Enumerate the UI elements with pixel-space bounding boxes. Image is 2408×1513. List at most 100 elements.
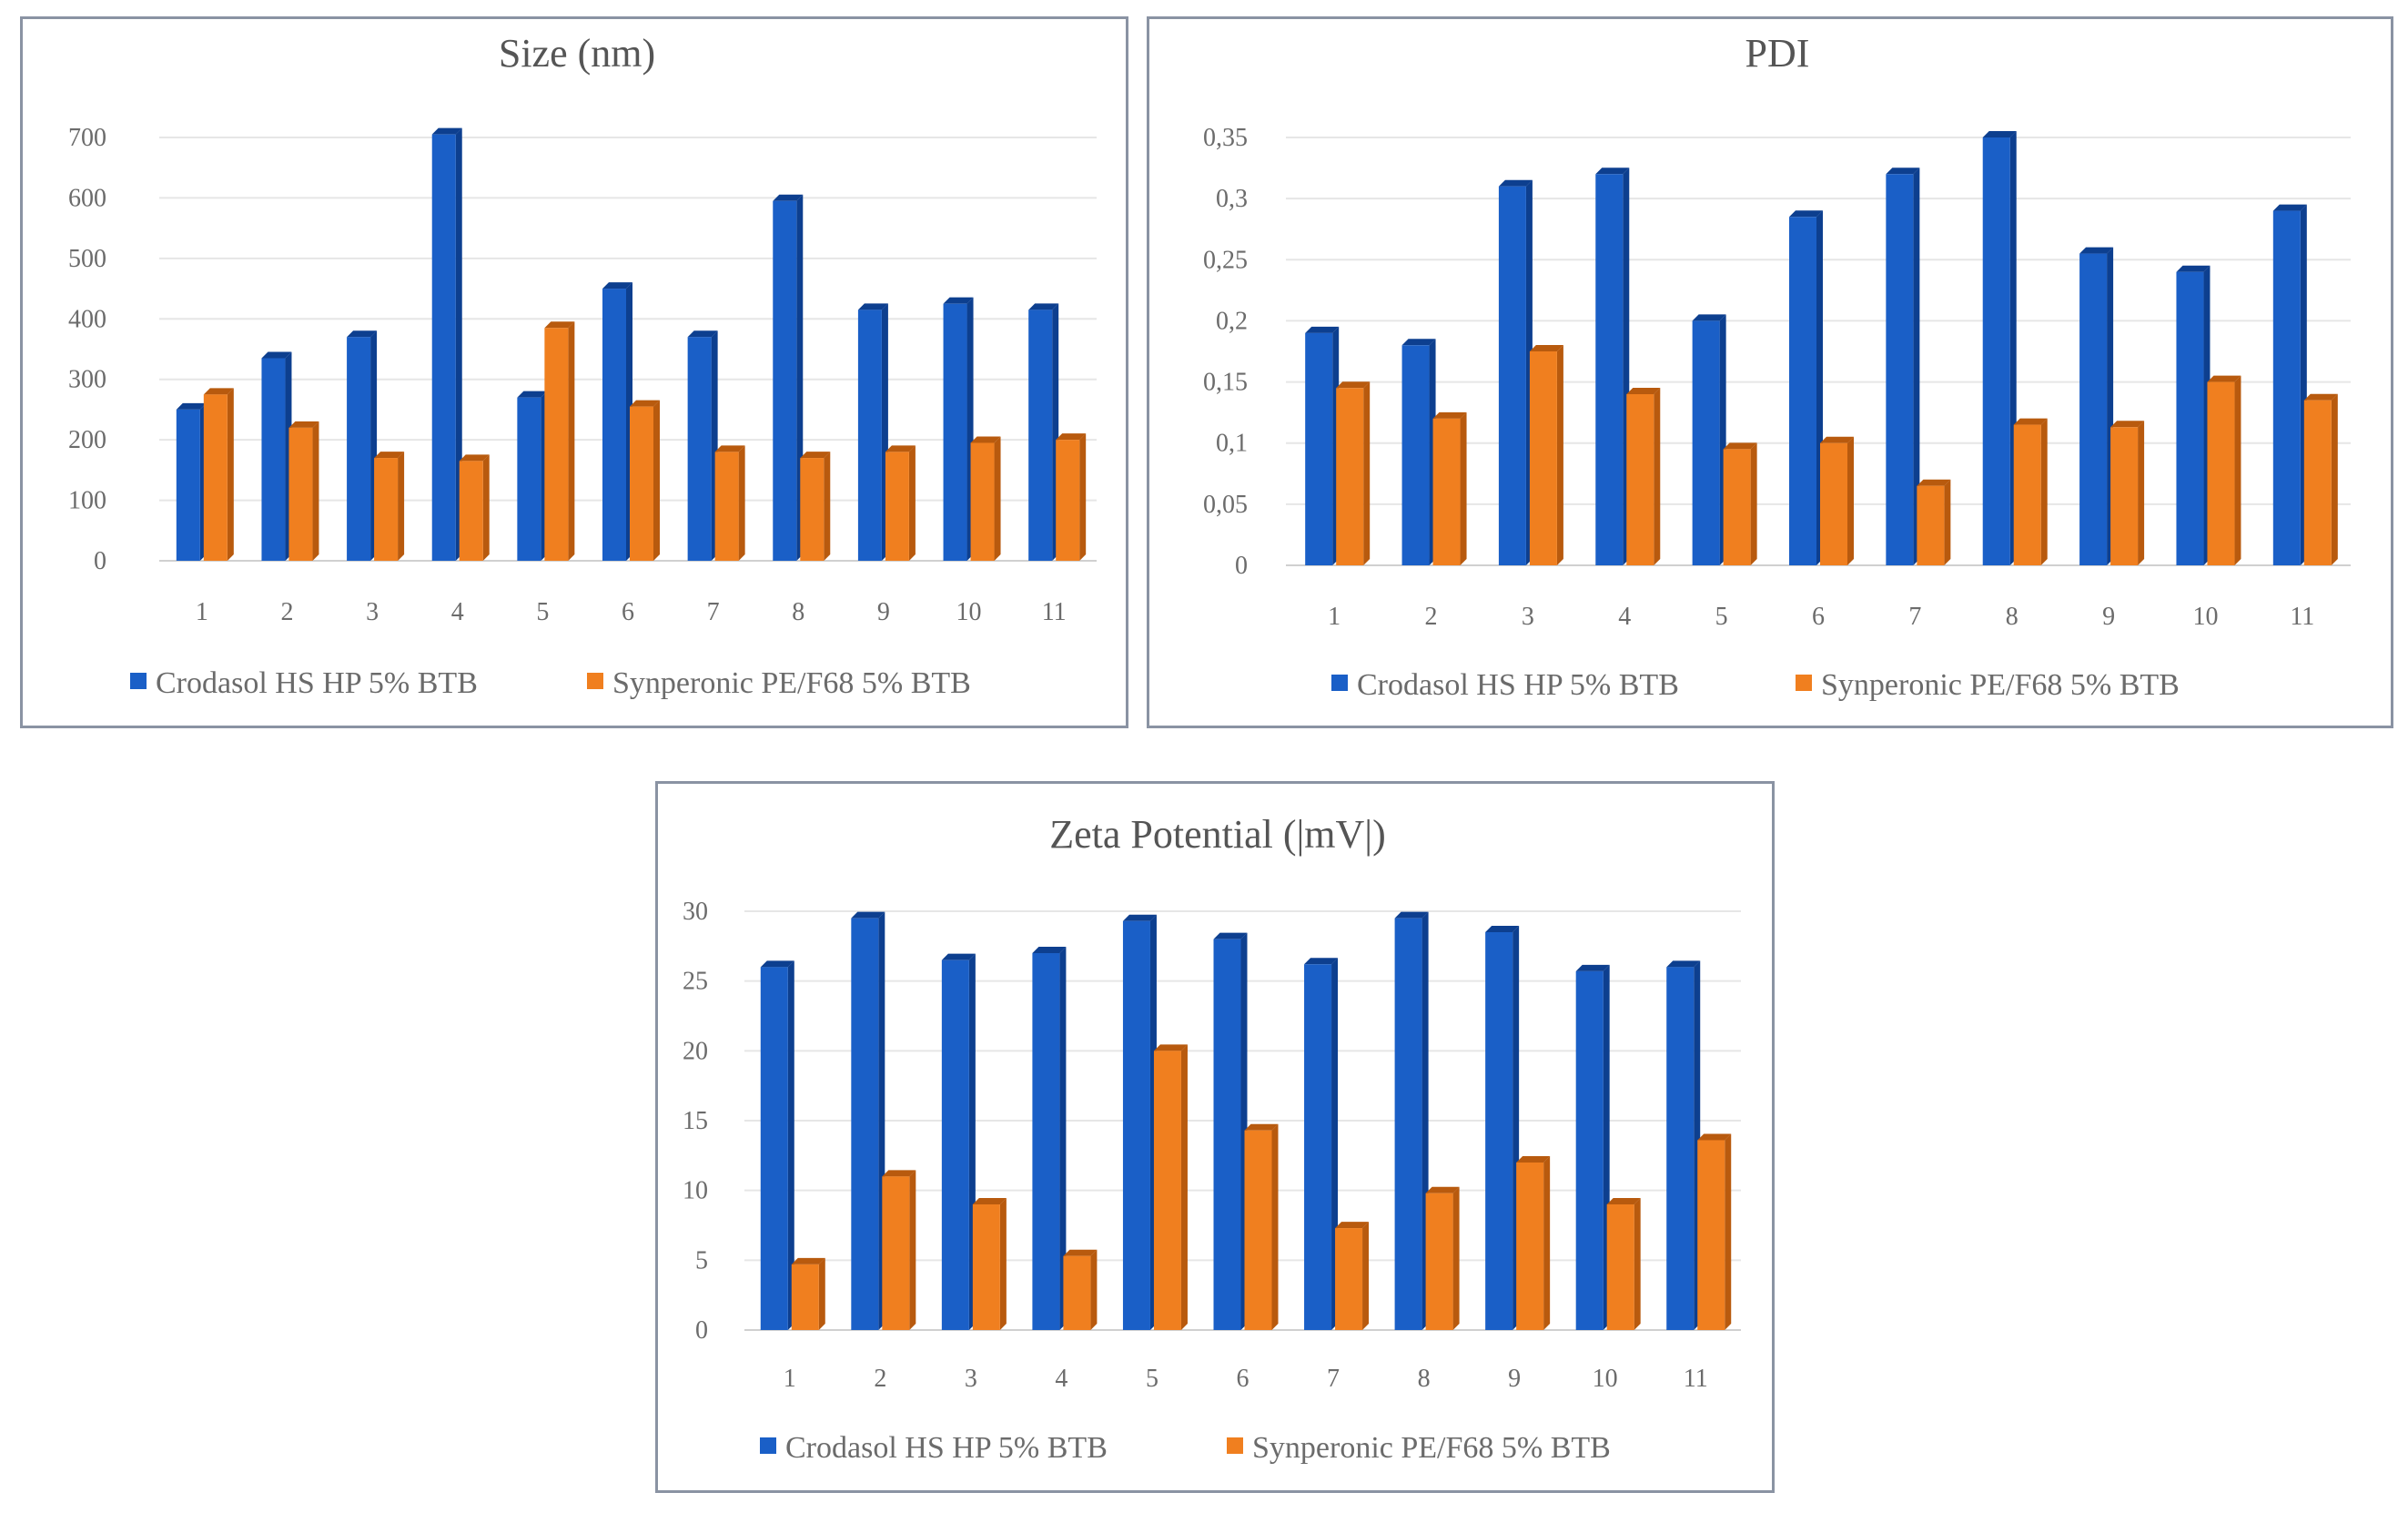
x-tick-label: 7 [707, 598, 720, 626]
bar-top-crodasol [1789, 210, 1823, 218]
bar-top-synperonic [374, 452, 405, 459]
bar-side-synperonic [994, 436, 1001, 561]
bar-top-crodasol [1575, 964, 1610, 971]
bar-top-crodasol [1394, 911, 1429, 919]
y-tick-label: 0 [695, 1316, 708, 1345]
size-chart: Size (nm) 0 100 200 300 400 500 600 700 1 2 3 4 5 6 7 8 9… [68, 31, 1097, 700]
x-tick-label: 1 [196, 598, 208, 626]
x-tick-label: 3 [366, 598, 379, 626]
bar-top-crodasol [2272, 204, 2307, 211]
y-tick-label: 0 [94, 547, 106, 575]
bar-side-synperonic [1460, 411, 1467, 565]
bar-crodasol-1 [1305, 332, 1333, 565]
bar-top-synperonic [2013, 418, 2048, 425]
bar-top-synperonic [972, 1198, 1007, 1204]
bar-top-crodasol [261, 351, 292, 359]
bar-crodasol-11 [1028, 310, 1053, 561]
bar-synperonic-11 [2303, 400, 2332, 565]
bar-synperonic-2 [1432, 418, 1461, 565]
x-tick-label: 3 [965, 1365, 977, 1393]
bar-side-synperonic [999, 1198, 1007, 1330]
bar-top-synperonic [1425, 1186, 1460, 1193]
bar-top-synperonic [459, 454, 490, 462]
bar-top-crodasol [1595, 168, 1630, 175]
bar-side-synperonic [1725, 1133, 1732, 1330]
bar-top-crodasol [2079, 247, 2114, 254]
x-tick-label: 9 [2102, 603, 2115, 631]
y-tick-label: 0,1 [1216, 430, 1248, 458]
bar-synperonic-1 [1336, 388, 1364, 565]
bar-synperonic-10 [1606, 1204, 1634, 1330]
bar-side-synperonic [908, 445, 916, 561]
legend-label-crodasol: Crodasol HS HP 5% BTB [785, 1431, 1108, 1465]
x-tick-label: 5 [1146, 1365, 1158, 1393]
legend-label-synperonic: Synperonic PE/F68 5% BTB [1252, 1431, 1611, 1465]
bar-top-synperonic [2303, 393, 2338, 401]
bar-synperonic-7 [1335, 1228, 1363, 1330]
bar-crodasol-2 [261, 358, 286, 561]
bar-side-synperonic [2234, 375, 2241, 565]
bar-side-synperonic [1750, 442, 1757, 565]
legend-swatch-crodasol [1331, 675, 1348, 691]
bar-synperonic-8 [2013, 424, 2041, 565]
bar-top-synperonic [714, 445, 745, 452]
legend-swatch-crodasol [130, 673, 147, 689]
y-tick-label: 200 [68, 426, 106, 454]
y-tick-label: 500 [68, 245, 106, 273]
bar-side-synperonic [1556, 345, 1563, 565]
x-tick-label: 11 [1684, 1365, 1708, 1393]
bar-side-synperonic [568, 321, 575, 561]
bar-top-crodasol [1304, 958, 1339, 965]
bar-top-crodasol [1886, 168, 1920, 175]
y-tick-label: 10 [683, 1177, 708, 1205]
bar-top-synperonic [1723, 442, 1757, 450]
y-tick-label: 0,15 [1203, 369, 1248, 397]
x-tick-label: 2 [1425, 603, 1438, 631]
bar-crodasol-4 [431, 134, 456, 561]
bar-top-crodasol [1485, 926, 1520, 932]
bar-top-crodasol [773, 194, 804, 201]
bar-side-crodasol [1913, 168, 1920, 566]
bar-synperonic-7 [714, 452, 739, 561]
bar-synperonic-5 [1153, 1051, 1181, 1330]
bar-top-crodasol [1401, 339, 1436, 346]
bar-crodasol-7 [1304, 964, 1332, 1330]
bar-crodasol-1 [760, 967, 788, 1330]
bar-crodasol-8 [1982, 137, 2010, 565]
bar-synperonic-3 [1529, 351, 1557, 565]
bar-crodasol-2 [851, 918, 879, 1330]
bar-synperonic-4 [459, 461, 483, 561]
bar-top-crodasol [517, 391, 548, 398]
bar-synperonic-8 [1425, 1193, 1453, 1330]
bar-side-synperonic [1090, 1249, 1098, 1330]
bar-side-synperonic [1271, 1123, 1279, 1330]
y-tick-label: 5 [695, 1246, 708, 1274]
bar-top-crodasol [851, 911, 885, 919]
chart-title: Size (nm) [499, 31, 655, 76]
bar-crodasol-6 [1789, 217, 1816, 566]
bar-synperonic-4 [1626, 394, 1654, 565]
bar-crodasol-4 [1032, 953, 1060, 1330]
x-tick-label: 4 [1618, 603, 1631, 631]
x-tick-label: 6 [1812, 603, 1825, 631]
bar-synperonic-3 [374, 458, 399, 561]
bar-crodasol-7 [687, 337, 712, 561]
y-tick-label: 0,25 [1203, 246, 1248, 274]
bar-side-synperonic [909, 1170, 916, 1330]
bar-top-crodasol [1982, 131, 2017, 137]
bar-side-synperonic [738, 445, 745, 561]
x-tick-label: 5 [1715, 603, 1728, 631]
bar-synperonic-2 [288, 427, 313, 561]
bar-side-synperonic [1654, 388, 1661, 565]
bar-top-crodasol [943, 297, 974, 304]
y-tick-label: 700 [68, 124, 106, 152]
bar-crodasol-3 [941, 960, 969, 1330]
bar-synperonic-7 [1917, 485, 1945, 565]
x-tick-label: 7 [1327, 1365, 1340, 1393]
y-tick-label: 0,2 [1216, 307, 1248, 335]
bar-top-synperonic [1529, 345, 1563, 351]
x-tick-label: 8 [792, 598, 804, 626]
bar-synperonic-10 [2207, 381, 2235, 565]
bar-side-synperonic [1634, 1198, 1641, 1330]
x-tick-label: 2 [280, 598, 293, 626]
